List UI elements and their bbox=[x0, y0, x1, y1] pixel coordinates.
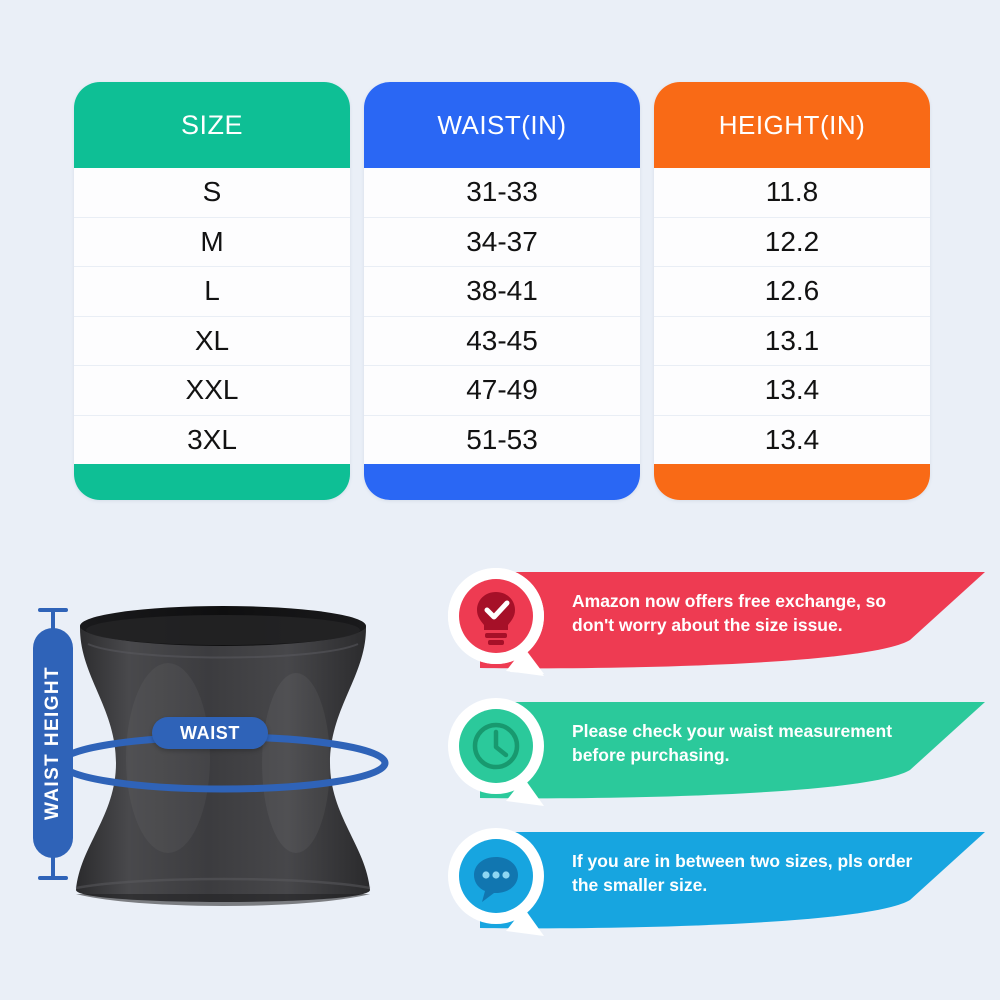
waist-height-label-text: WAIST HEIGHT bbox=[42, 665, 63, 821]
table-cell: 51-53 bbox=[364, 415, 640, 464]
waist-height-label: WAIST HEIGHT bbox=[33, 628, 73, 858]
callout-list: Amazon now offers free exchange, so don'… bbox=[440, 556, 985, 966]
table-column-height: HEIGHT(IN) 11.8 12.2 12.6 13.1 13.4 13.4 bbox=[654, 82, 930, 500]
column-footer-height bbox=[654, 464, 930, 500]
column-body-height: 11.8 12.2 12.6 13.1 13.4 13.4 bbox=[654, 168, 930, 464]
table-cell: 11.8 bbox=[654, 168, 930, 218]
table-cell: 31-33 bbox=[364, 168, 640, 218]
table-cell: 43-45 bbox=[364, 316, 640, 366]
table-column-size: SIZE S M L XL XXL 3XL bbox=[74, 82, 350, 500]
table-cell: 38-41 bbox=[364, 267, 640, 317]
table-cell: 47-49 bbox=[364, 366, 640, 416]
column-header-height: HEIGHT(IN) bbox=[654, 82, 930, 168]
column-header-waist: WAIST(IN) bbox=[364, 82, 640, 168]
waist-trainer-body bbox=[76, 617, 370, 902]
callout-text: If you are in between two sizes, pls ord… bbox=[572, 851, 913, 895]
table-cell: XL bbox=[74, 316, 350, 366]
table-cell: XXL bbox=[74, 366, 350, 416]
column-footer-size bbox=[74, 464, 350, 500]
table-cell: S bbox=[74, 168, 350, 218]
table-cell: 34-37 bbox=[364, 217, 640, 267]
callout-badge bbox=[440, 694, 552, 812]
product-illustration bbox=[18, 558, 428, 968]
callout-item: Amazon now offers free exchange, so don'… bbox=[440, 564, 985, 682]
table-cell: 3XL bbox=[74, 415, 350, 464]
height-stem-bottom bbox=[51, 856, 55, 878]
height-stem-top bbox=[51, 610, 55, 632]
column-footer-waist bbox=[364, 464, 640, 500]
table-cell: 13.4 bbox=[654, 415, 930, 464]
callout-text: Please check your waist measurement befo… bbox=[572, 721, 893, 765]
table-cell: 13.1 bbox=[654, 316, 930, 366]
callout-ribbon bbox=[480, 572, 985, 670]
column-body-waist: 31-33 34-37 38-41 43-45 47-49 51-53 bbox=[364, 168, 640, 464]
column-body-size: S M L XL XXL 3XL bbox=[74, 168, 350, 464]
waist-label: WAIST bbox=[152, 717, 268, 749]
table-cell: M bbox=[74, 217, 350, 267]
callout-ribbon bbox=[480, 702, 985, 800]
chat-bubble-icon bbox=[474, 857, 518, 902]
callout-item: If you are in between two sizes, pls ord… bbox=[440, 824, 985, 942]
callout-text: Amazon now offers free exchange, so don'… bbox=[572, 591, 887, 635]
column-header-size: SIZE bbox=[74, 82, 350, 168]
table-cell: 12.2 bbox=[654, 217, 930, 267]
table-cell: 13.4 bbox=[654, 366, 930, 416]
height-tick-bottom bbox=[38, 876, 68, 880]
table-column-waist: WAIST(IN) 31-33 34-37 38-41 43-45 47-49 … bbox=[364, 82, 640, 500]
table-cell: 12.6 bbox=[654, 267, 930, 317]
callout-badge bbox=[440, 564, 552, 682]
callout-item: Please check your waist measurement befo… bbox=[440, 694, 985, 812]
table-cell: L bbox=[74, 267, 350, 317]
callout-badge bbox=[440, 824, 552, 942]
size-chart-table: SIZE S M L XL XXL 3XL WAIST(IN) 31-33 34… bbox=[74, 82, 930, 500]
clock-icon bbox=[472, 722, 520, 770]
callout-ribbon bbox=[480, 832, 985, 930]
